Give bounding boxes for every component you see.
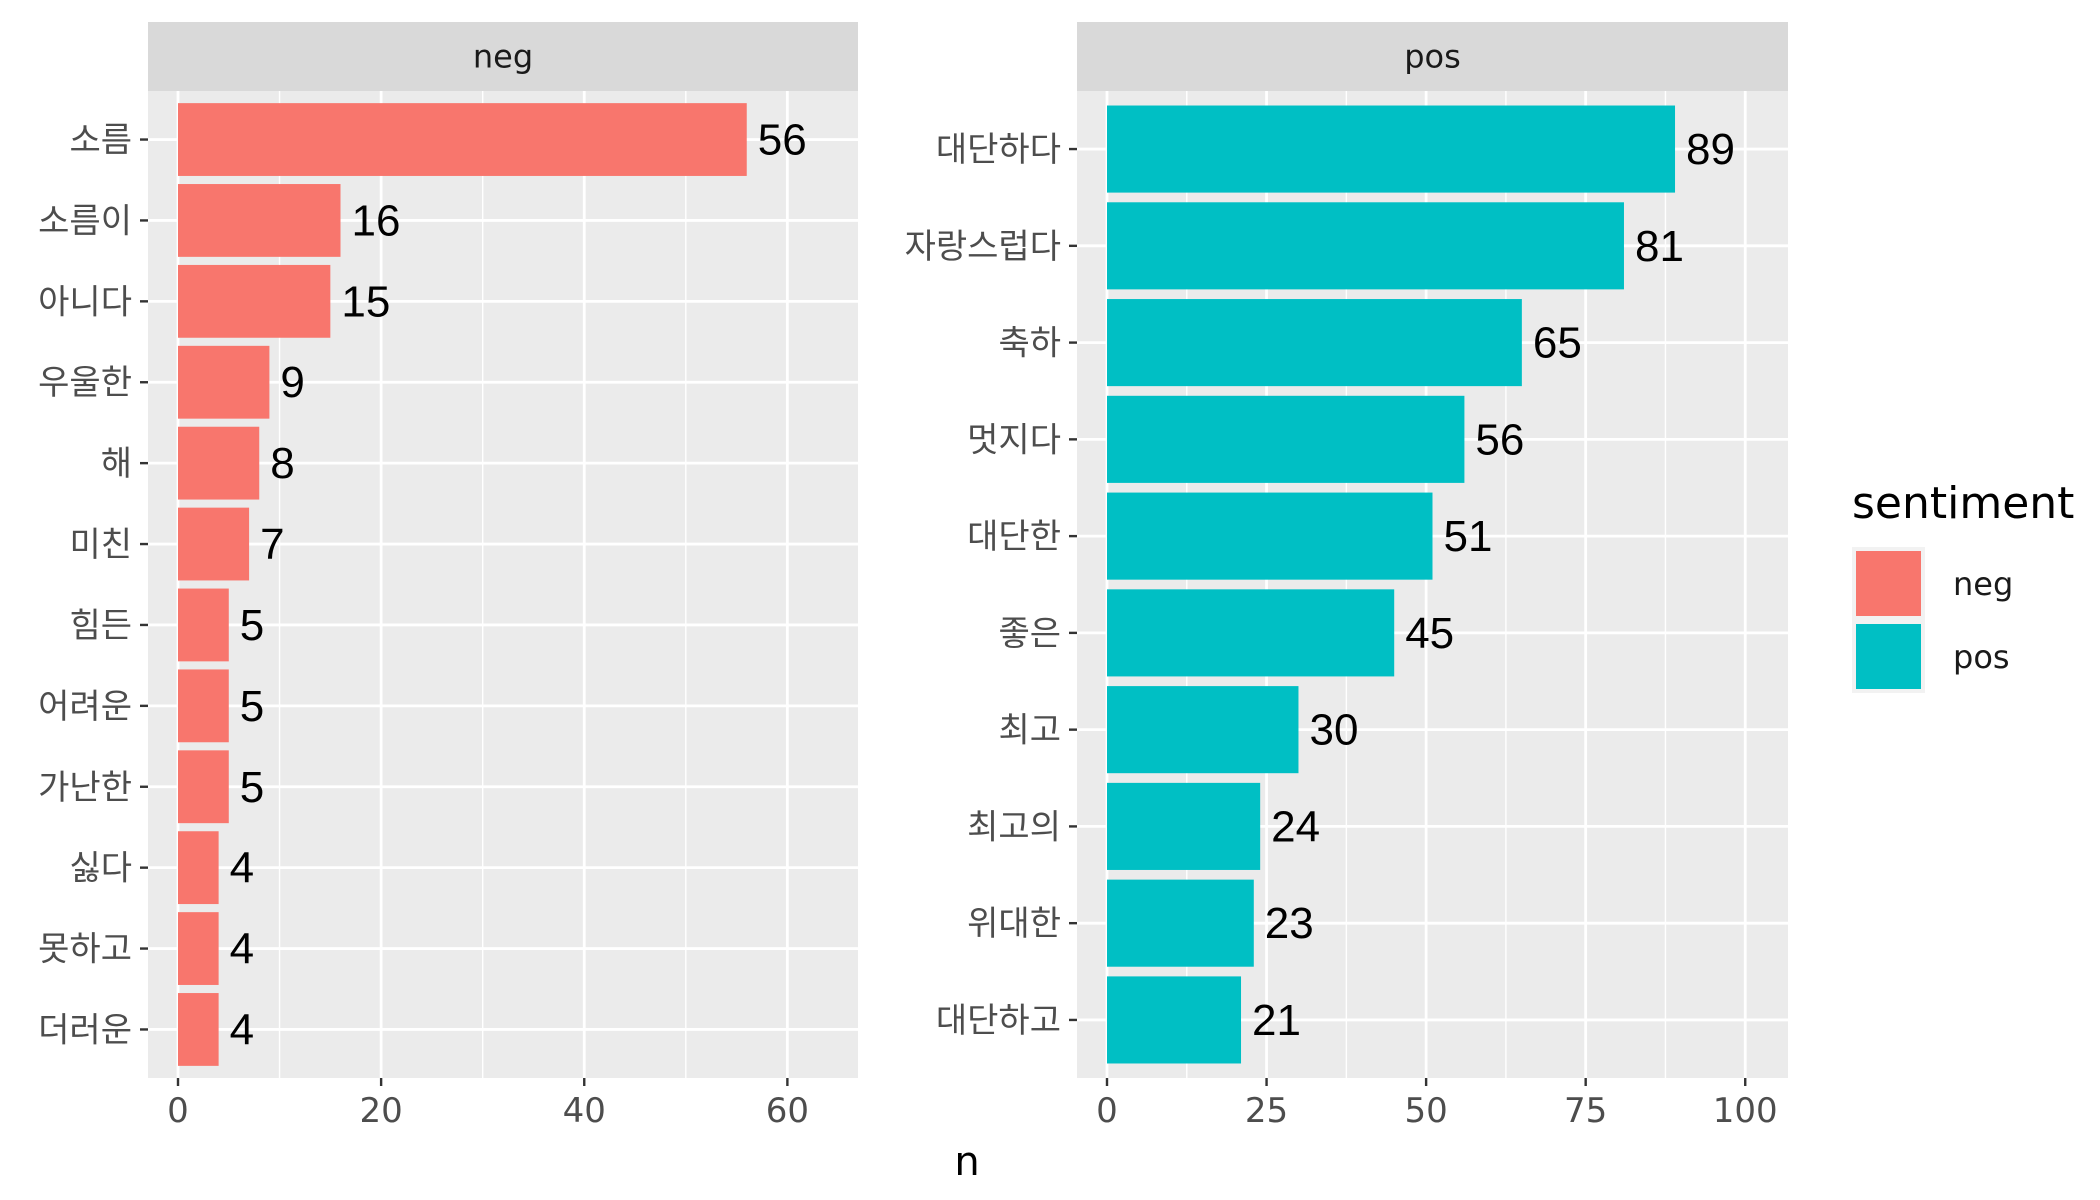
category-label: 자랑스럽다 — [905, 227, 1061, 267]
bar-pos-7 — [1107, 686, 1299, 774]
bar-value-label: 4 — [230, 925, 254, 974]
x-axis-title: n — [954, 1139, 979, 1185]
bar-value-label: 4 — [230, 1005, 254, 1054]
category-label: 우울한 — [38, 363, 132, 403]
bar-pos-2 — [1107, 202, 1624, 290]
bar-value-label: 9 — [280, 358, 304, 407]
legend-key-pos — [1856, 624, 1921, 689]
bar-pos-5 — [1107, 492, 1433, 580]
facet-strip — [1077, 22, 1788, 91]
bar-value-label: 15 — [341, 277, 390, 326]
bar-value-label: 56 — [758, 116, 807, 165]
bar-value-label: 56 — [1475, 415, 1524, 464]
bar-neg-6 — [178, 507, 250, 581]
bar-value-label: 16 — [352, 196, 401, 245]
bar-value-label: 4 — [230, 844, 254, 893]
bar-value-label: 7 — [260, 520, 284, 569]
facet-strip-label: pos — [1404, 38, 1461, 76]
category-label: 소름 — [69, 121, 132, 161]
bar-value-label: 5 — [240, 682, 264, 731]
x-tick-label: 25 — [1245, 1091, 1288, 1131]
x-tick-label: 0 — [1096, 1091, 1118, 1131]
category-label: 최고의 — [967, 807, 1061, 847]
x-tick-label: 40 — [563, 1091, 606, 1131]
bar-neg-4 — [178, 345, 270, 419]
bar-pos-9 — [1107, 879, 1254, 967]
facet-panel-pos: pos 0 25 50 75 100 89 대단하다 81 자랑스럽다 65 축하 56 멋지다 51 대단한… — [905, 22, 1788, 1131]
bar-pos-1 — [1107, 105, 1676, 193]
bar-value-label: 8 — [270, 439, 294, 488]
bar-value-label: 23 — [1265, 899, 1314, 948]
category-label: 대단한 — [967, 517, 1061, 557]
bar-value-label: 21 — [1252, 996, 1301, 1045]
bar-neg-5 — [178, 426, 260, 500]
bar-neg-12 — [178, 993, 219, 1066]
x-tick-label: 20 — [359, 1091, 402, 1131]
bar-value-label: 89 — [1686, 125, 1735, 174]
category-label: 좋은 — [998, 614, 1061, 654]
bar-pos-8 — [1107, 782, 1261, 870]
category-label: 힘든 — [69, 606, 132, 646]
bar-pos-10 — [1107, 976, 1242, 1064]
bar-value-label: 24 — [1271, 802, 1320, 851]
bar-value-label: 5 — [240, 763, 264, 812]
category-label: 최고 — [998, 711, 1061, 751]
category-label: 싫다 — [69, 849, 132, 889]
category-label: 어려운 — [38, 687, 132, 727]
bar-neg-11 — [178, 912, 219, 985]
x-tick-label: 50 — [1404, 1091, 1447, 1131]
category-label: 미친 — [69, 525, 132, 565]
legend-label-pos: pos — [1953, 638, 2010, 676]
bar-value-label: 65 — [1533, 319, 1582, 368]
legend: sentiment neg pos — [1852, 478, 2074, 693]
bar-neg-10 — [178, 831, 219, 905]
bar-neg-3 — [178, 264, 331, 338]
bar-pos-6 — [1107, 589, 1395, 677]
legend-key-neg — [1856, 551, 1921, 616]
category-label: 축하 — [998, 324, 1061, 364]
category-label: 위대한 — [967, 904, 1061, 944]
bar-pos-3 — [1107, 299, 1522, 387]
bar-neg-1 — [178, 103, 747, 176]
bar-value-label: 51 — [1444, 512, 1493, 561]
bar-neg-9 — [178, 750, 229, 824]
category-label: 못하고 — [38, 930, 132, 970]
category-label: 해 — [101, 444, 132, 484]
facet-strip-label: neg — [473, 38, 533, 76]
bar-pos-4 — [1107, 395, 1465, 483]
bar-value-label: 45 — [1405, 609, 1454, 658]
category-label: 멋지다 — [967, 420, 1061, 460]
facet-panel-neg: neg 0 20 40 60 56 소름 16 소름이 15 아니다 9 우울한 8 해 7 미친 5 힘든 5 어려운… — [38, 22, 858, 1131]
x-tick-label: 60 — [766, 1091, 809, 1131]
bar-value-label: 5 — [240, 601, 264, 650]
legend-label-neg: neg — [1953, 565, 2013, 603]
legend-title: sentiment — [1852, 478, 2074, 529]
category-label: 더러운 — [38, 1010, 132, 1050]
category-label: 가난한 — [38, 768, 132, 808]
x-tick-label: 75 — [1564, 1091, 1607, 1131]
category-label: 아니다 — [38, 282, 132, 322]
x-tick-label: 100 — [1713, 1091, 1778, 1131]
bar-value-label: 30 — [1309, 706, 1358, 755]
facet-strip — [148, 22, 858, 91]
category-label: 대단하고 — [936, 1001, 1061, 1041]
bar-value-label: 81 — [1635, 222, 1684, 271]
category-label: 대단하다 — [936, 130, 1061, 170]
bar-neg-8 — [178, 669, 229, 743]
bar-neg-7 — [178, 588, 229, 662]
category-label: 소름이 — [38, 201, 132, 241]
x-tick-label: 0 — [167, 1091, 189, 1131]
bar-neg-2 — [178, 184, 341, 257]
